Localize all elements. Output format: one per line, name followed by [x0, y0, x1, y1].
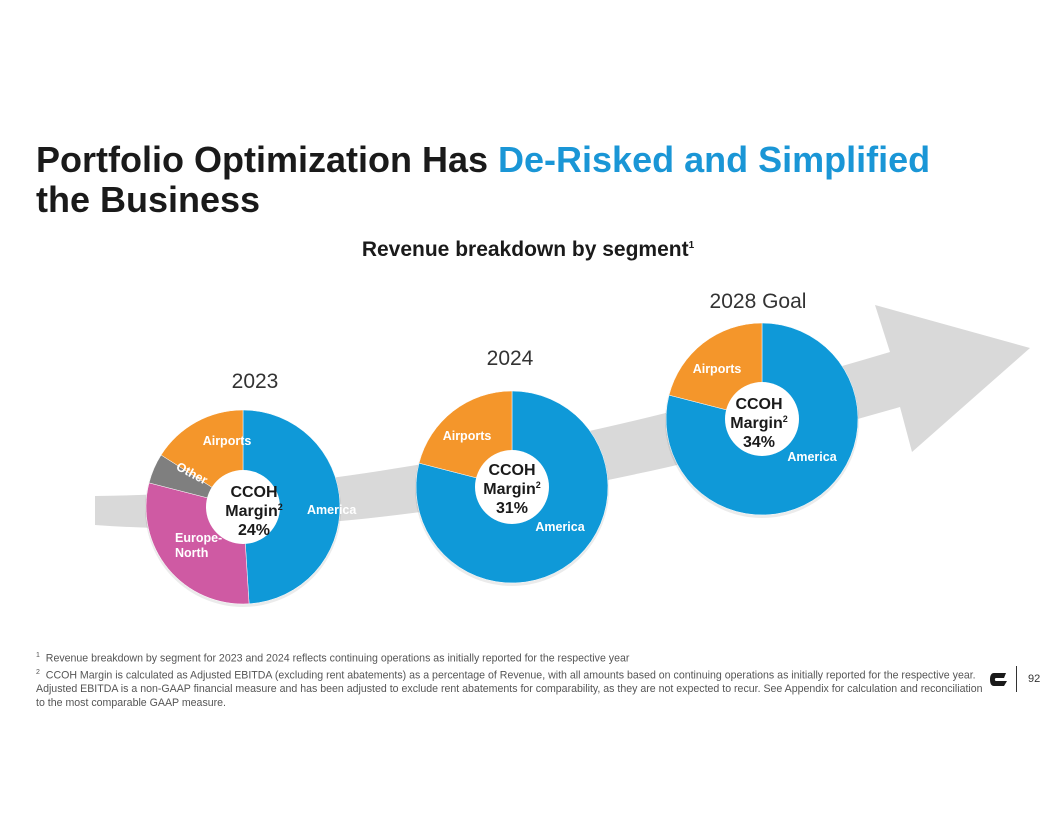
slice-label-line: Airports — [203, 434, 252, 448]
footer-divider — [1016, 666, 1017, 692]
slice-label-line: Airports — [693, 362, 742, 376]
page-footer: 92 — [990, 666, 1050, 694]
slice-label-line: Airports — [443, 429, 492, 443]
center-label-margin: Margin — [483, 481, 535, 498]
center-label-line1: CCOH — [488, 462, 535, 479]
center-label-value: 31% — [496, 500, 528, 517]
slice-label-america: America — [787, 450, 837, 464]
center-label-line2: Margin2 — [483, 480, 540, 498]
page-number: 92 — [1028, 673, 1041, 685]
slice-label-america: America — [307, 503, 357, 517]
slice-label-line: North — [175, 546, 208, 560]
footnote-2-text: CCOH Margin is calculated as Adjusted EB… — [36, 669, 983, 709]
slice-label-line: Europe- — [175, 531, 222, 545]
center-label-sup: 2 — [278, 502, 283, 512]
center-label-value: 24% — [238, 522, 270, 539]
chart-subtitle: Revenue breakdown by segment1 — [0, 238, 1056, 262]
slice-america — [415, 390, 609, 584]
year-label-2028-goal: 2028 Goal — [710, 290, 807, 313]
title-part2: the Business — [36, 179, 261, 220]
slice-label-line: America — [535, 520, 585, 534]
footnote-1-text: Revenue breakdown by segment for 2023 an… — [45, 652, 630, 665]
center-label-line1: CCOH — [230, 484, 277, 501]
slice-label-airports: Airports — [693, 362, 742, 376]
center-label-sup: 2 — [783, 414, 788, 424]
footnotes: 1 Revenue breakdown by segment for 2023 … — [36, 649, 986, 710]
donut-hole — [725, 382, 799, 456]
slice-america — [665, 322, 859, 516]
center-label-line1: CCOH — [735, 396, 782, 413]
slice-label-line: America — [787, 450, 837, 464]
center-label-line2: Margin2 — [730, 414, 787, 432]
slice-label-europe-north: Europe-North — [175, 531, 222, 560]
year-label-2024: 2024 — [487, 347, 534, 370]
center-label-line2: Margin2 — [225, 502, 282, 520]
center-label-sup: 2 — [536, 480, 541, 490]
donut-2023: 2023AmericaEurope-NorthOtherAirportsCCOH… — [145, 370, 357, 607]
slice-america — [242, 409, 341, 605]
subtitle-footnote-ref: 1 — [688, 240, 695, 251]
center-label-margin: Margin — [730, 415, 782, 432]
subtitle-text: Revenue breakdown by segment — [361, 238, 689, 261]
footnote-2-number: 2 — [36, 669, 40, 677]
title-highlight: De-Risked and Simplified — [498, 139, 931, 180]
center-label-value: 34% — [743, 434, 775, 451]
slice-label-america: America — [535, 520, 585, 534]
footnote-1: 1 Revenue breakdown by segment for 2023 … — [36, 649, 986, 666]
company-logo-icon — [990, 673, 1007, 686]
donut-hole — [206, 470, 280, 544]
footnote-2: 2 CCOH Margin is calculated as Adjusted … — [36, 666, 986, 710]
center-label-margin: Margin — [225, 503, 277, 520]
title-part1: Portfolio Optimization Has — [36, 139, 499, 180]
year-label-2023: 2023 — [232, 370, 279, 393]
slice-label-airports: Airports — [443, 429, 492, 443]
slice-label-line: America — [307, 503, 357, 517]
slice-label-airports: Airports — [203, 434, 252, 448]
footnote-1-number: 1 — [36, 652, 40, 659]
donut-hole — [475, 450, 549, 524]
page-title: Portfolio Optimization Has De-Risked and… — [36, 140, 996, 220]
